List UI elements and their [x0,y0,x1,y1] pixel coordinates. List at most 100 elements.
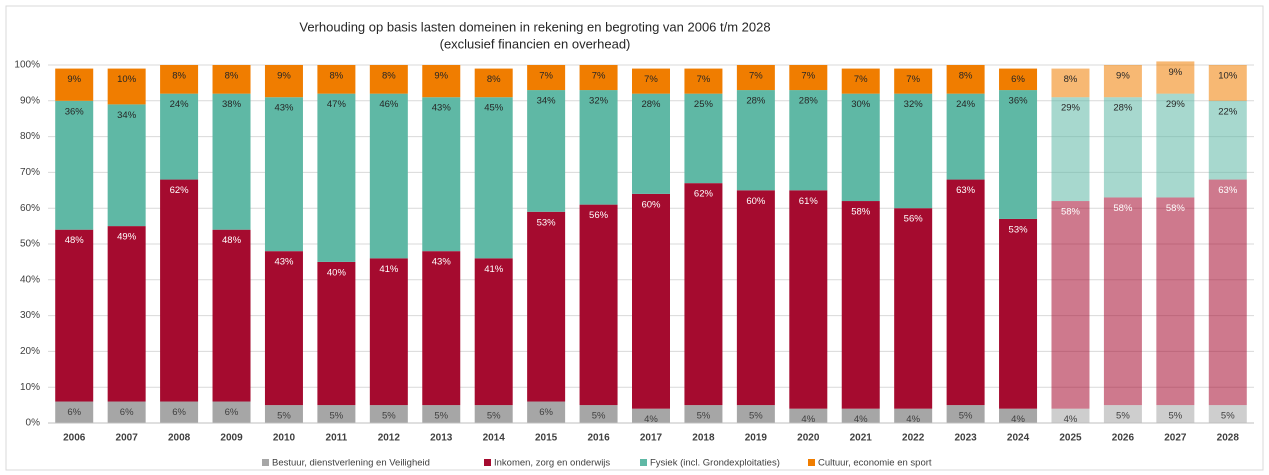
bar-segment [789,190,828,409]
data-label: 4% [644,414,658,425]
data-label: 5% [277,411,291,422]
data-label: 28% [746,96,766,107]
legend-label: Bestuur, dienstverlening en Veiligheid [272,458,430,469]
bar-segment [369,93,408,259]
data-label: 36% [65,106,85,117]
bar-segment [55,401,94,423]
bar-segment [789,65,828,91]
bar-segment [1103,97,1142,198]
bar-segment [999,68,1038,91]
bar-segment [1208,100,1247,180]
y-tick-label: 50% [20,239,40,250]
bar-segment [160,401,199,423]
data-label: 6% [67,407,81,418]
bar-segment [55,229,94,402]
x-tick-label: 2022 [902,433,925,444]
data-label: 5% [1116,411,1130,422]
bar-segment [736,190,775,406]
data-label: 4% [854,414,868,425]
bar-segment [317,93,356,262]
data-label: 4% [801,414,815,425]
x-tick-label: 2010 [273,433,296,444]
bar-segment [474,405,513,423]
x-tick-label: 2017 [640,433,663,444]
bar-segment [1156,197,1195,406]
data-label: 60% [746,196,766,207]
data-label: 8% [172,71,186,82]
data-label: 43% [432,257,452,268]
legend-label: Fysiek (incl. Grondexploitaties) [650,458,780,469]
bar-segment [894,408,933,423]
bar-segment [1208,65,1247,101]
bar-segment [107,68,146,105]
data-label: 7% [854,74,868,85]
data-label: 8% [382,71,396,82]
bar-segment [946,405,985,423]
bar-segment [579,405,618,423]
data-label: 36% [1009,96,1029,107]
x-tick-label: 2008 [168,433,191,444]
data-label: 25% [694,99,714,110]
bar-segment [422,97,461,252]
data-label: 34% [537,96,557,107]
data-label: 4% [1064,414,1078,425]
data-label: 9% [434,71,448,82]
bar-segment [841,201,880,409]
bar-segment [999,408,1038,423]
data-label: 5% [749,411,763,422]
data-label: 8% [330,71,344,82]
x-tick-label: 2014 [483,433,506,444]
x-tick-label: 2012 [378,433,401,444]
data-label: 48% [222,235,242,246]
y-tick-label: 30% [20,310,40,321]
y-tick-label: 0% [26,418,41,429]
bar-segment [527,90,566,212]
data-label: 41% [484,264,504,275]
data-label: 6% [172,407,186,418]
data-label: 8% [487,74,501,85]
bar-segment [422,65,461,98]
x-tick-label: 2024 [1007,433,1030,444]
x-tick-label: 2016 [587,433,610,444]
data-label: 7% [697,74,711,85]
bar-segment [264,251,303,406]
data-label: 29% [1166,99,1186,110]
bar-segment [579,90,618,205]
data-label: 5% [697,411,711,422]
chart-subtitle: (exclusief financien en overhead) [440,36,631,51]
bar-segment [789,408,828,423]
data-label: 38% [222,99,242,110]
data-label: 32% [904,99,924,110]
data-label: 5% [434,411,448,422]
bar-segment [684,68,723,94]
legend-label: Cultuur, economie en sport [818,458,932,469]
data-label: 4% [1011,414,1025,425]
data-label: 28% [1113,103,1133,114]
data-label: 62% [170,185,190,196]
y-tick-label: 20% [20,346,40,357]
data-label: 63% [956,185,976,196]
bar-segment [1208,405,1247,423]
bar-segment [107,104,146,227]
x-tick-label: 2007 [116,433,139,444]
data-label: 58% [1061,207,1081,218]
bar-segment [369,405,408,423]
bar-segment [1208,179,1247,406]
bar-segment [264,97,303,252]
bar-segment [1156,61,1195,94]
bar-segment [999,90,1038,219]
bar-segment [736,90,775,191]
bar-segment [317,65,356,94]
bar-segment [894,93,933,209]
data-label: 9% [277,71,291,82]
bar-segment [55,100,94,230]
y-tick-label: 40% [20,274,40,285]
legend-swatch [262,459,269,466]
bar-segment [212,401,251,423]
bar-segment [1103,65,1142,98]
data-label: 5% [487,411,501,422]
bar-segment [527,401,566,423]
data-label: 6% [225,407,239,418]
data-label: 29% [1061,103,1081,114]
